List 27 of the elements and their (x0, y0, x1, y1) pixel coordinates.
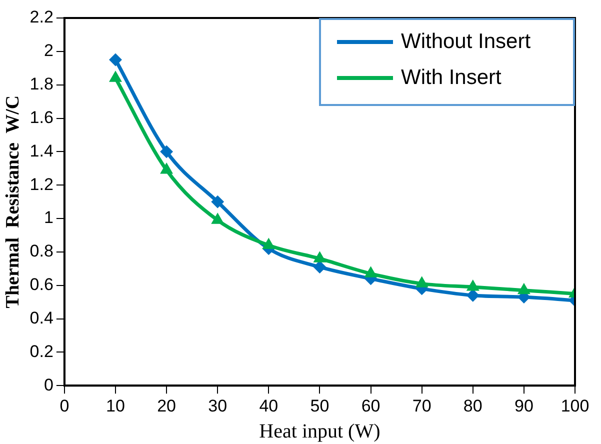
y-tick-label: 1.6 (30, 108, 54, 127)
y-tick-label: 2.2 (30, 8, 54, 27)
y-tick-label: 1.8 (30, 74, 54, 94)
y-tick-label: 0.6 (30, 275, 54, 294)
y-tick-label: 0 (44, 375, 54, 394)
y-tick-label: 0.2 (30, 342, 54, 361)
x-tick-label: 90 (514, 396, 534, 416)
x-tick-label: 30 (208, 396, 228, 416)
x-tick-label: 80 (463, 396, 482, 416)
x-tick-label: 60 (361, 396, 380, 416)
y-tick-label: 1.4 (30, 141, 54, 160)
x-tick-label: 0 (60, 396, 70, 416)
x-tick-label: 20 (157, 396, 176, 416)
legend-label: With Insert (401, 66, 502, 90)
y-tick-label: 1.2 (30, 174, 54, 194)
x-axis-title: Heat input (W) (259, 420, 380, 442)
legend-label: Without Insert (401, 30, 531, 54)
y-tick-label: 1 (44, 208, 54, 228)
y-axis-title: Thermal Resistance W/C (2, 95, 24, 308)
y-tick-label: 2 (44, 41, 54, 60)
x-tick-label: 100 (560, 396, 590, 416)
x-tick-label: 40 (259, 396, 278, 416)
y-tick-label: 0.8 (30, 242, 54, 261)
x-tick-label: 50 (310, 396, 330, 416)
x-tick-label: 70 (412, 396, 432, 416)
x-tick-label: 10 (106, 396, 125, 416)
y-tick-label: 0.4 (30, 308, 54, 328)
